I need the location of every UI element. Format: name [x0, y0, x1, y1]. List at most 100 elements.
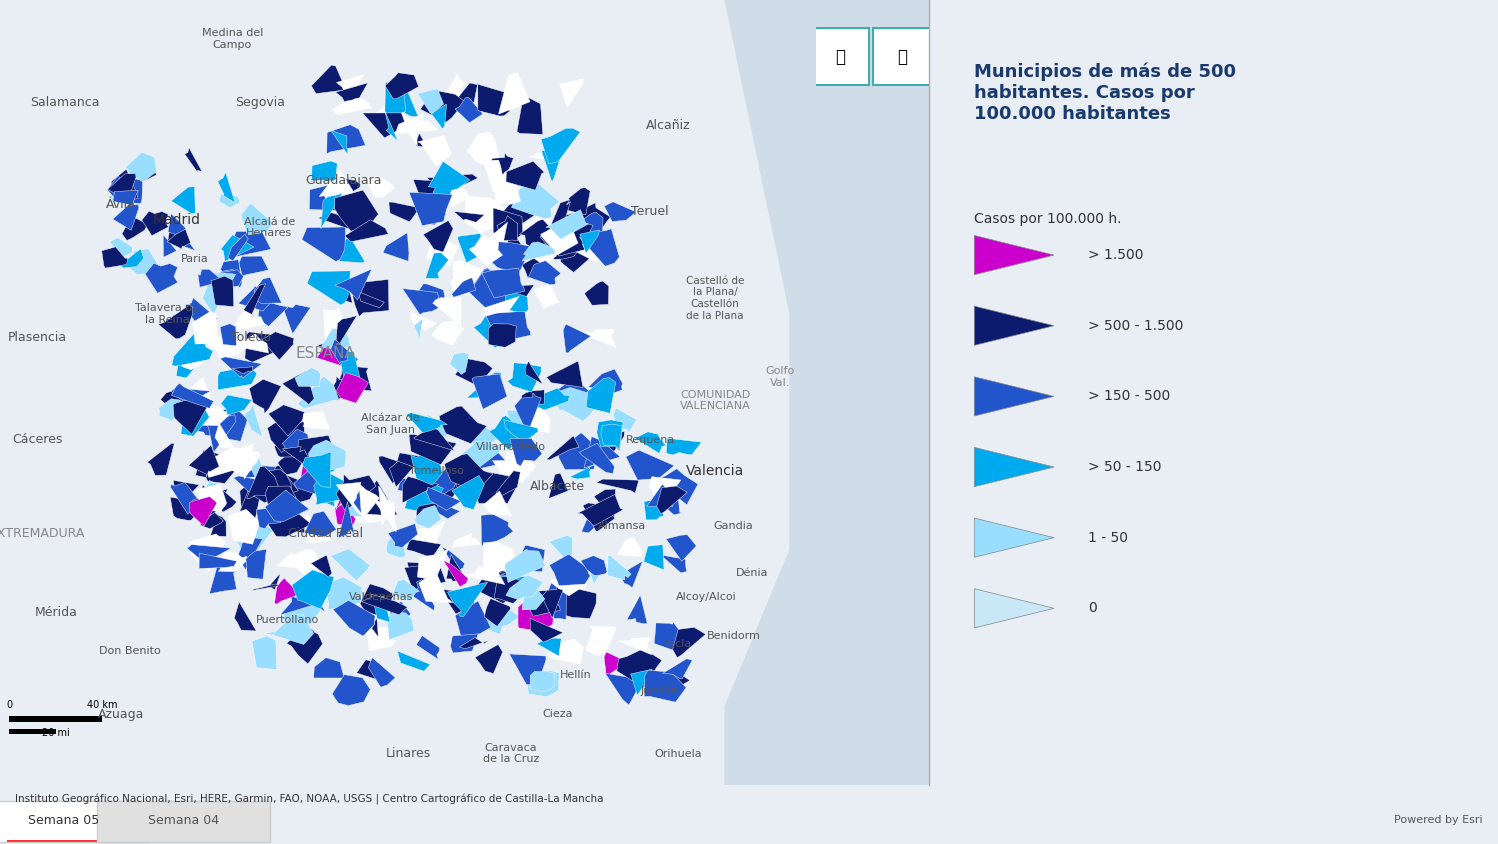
Polygon shape	[383, 233, 409, 262]
Polygon shape	[520, 390, 544, 404]
Polygon shape	[392, 579, 419, 601]
Polygon shape	[201, 480, 226, 504]
Polygon shape	[198, 269, 223, 287]
Polygon shape	[470, 475, 499, 501]
Polygon shape	[449, 81, 478, 112]
Polygon shape	[235, 445, 253, 471]
Polygon shape	[312, 161, 337, 181]
Text: Puertollano: Puertollano	[256, 615, 319, 625]
Text: Powered by Esri: Powered by Esri	[1395, 815, 1483, 825]
Text: Caravaca
de la Cruz: Caravaca de la Cruz	[482, 743, 539, 765]
Polygon shape	[485, 311, 530, 343]
Text: Alcoy/Alcoi: Alcoy/Alcoi	[676, 592, 736, 602]
Text: COMUNIDAD
VALENCIANA: COMUNIDAD VALENCIANA	[680, 390, 750, 411]
Polygon shape	[337, 74, 364, 90]
Text: > 1.500: > 1.500	[1088, 248, 1143, 262]
Polygon shape	[279, 474, 316, 502]
Polygon shape	[241, 203, 273, 235]
Polygon shape	[541, 221, 578, 255]
Polygon shape	[506, 410, 538, 437]
Polygon shape	[366, 598, 392, 621]
Polygon shape	[499, 73, 530, 114]
Polygon shape	[177, 351, 199, 378]
Polygon shape	[604, 652, 628, 676]
Polygon shape	[502, 198, 536, 231]
Polygon shape	[234, 476, 277, 498]
Polygon shape	[240, 483, 258, 508]
Text: Linares: Linares	[386, 747, 431, 760]
Polygon shape	[238, 286, 271, 311]
Polygon shape	[580, 443, 614, 473]
Polygon shape	[301, 446, 342, 478]
Polygon shape	[220, 235, 255, 262]
Polygon shape	[644, 670, 686, 702]
Polygon shape	[581, 555, 607, 576]
Polygon shape	[974, 518, 1055, 557]
Polygon shape	[268, 405, 304, 436]
Polygon shape	[208, 270, 244, 291]
Polygon shape	[445, 454, 493, 492]
Polygon shape	[298, 376, 339, 408]
Polygon shape	[321, 328, 351, 350]
Polygon shape	[339, 501, 355, 538]
Polygon shape	[397, 453, 431, 473]
Polygon shape	[336, 83, 369, 101]
FancyBboxPatch shape	[810, 29, 869, 85]
Polygon shape	[443, 560, 469, 587]
Polygon shape	[584, 281, 608, 306]
Polygon shape	[336, 277, 352, 303]
Polygon shape	[431, 320, 464, 345]
Polygon shape	[286, 549, 321, 579]
Polygon shape	[427, 174, 478, 195]
Polygon shape	[360, 584, 394, 617]
Polygon shape	[494, 284, 535, 307]
Polygon shape	[358, 291, 385, 308]
Polygon shape	[403, 289, 439, 315]
Polygon shape	[580, 229, 619, 267]
Polygon shape	[298, 436, 340, 463]
Polygon shape	[563, 589, 596, 619]
Polygon shape	[415, 89, 443, 113]
Polygon shape	[656, 486, 688, 514]
Polygon shape	[545, 210, 589, 240]
Polygon shape	[241, 476, 270, 485]
Polygon shape	[333, 600, 374, 636]
Polygon shape	[334, 190, 379, 231]
Polygon shape	[277, 553, 310, 570]
Polygon shape	[530, 619, 563, 642]
Polygon shape	[449, 353, 469, 375]
Polygon shape	[526, 603, 554, 627]
Polygon shape	[476, 222, 508, 256]
Polygon shape	[484, 491, 512, 516]
Polygon shape	[196, 413, 229, 436]
Polygon shape	[336, 474, 376, 511]
Text: Villarrobledo: Villarrobledo	[476, 442, 545, 452]
Polygon shape	[484, 279, 524, 305]
Polygon shape	[126, 152, 156, 181]
Polygon shape	[234, 602, 256, 631]
Polygon shape	[974, 376, 1055, 416]
Polygon shape	[415, 499, 440, 528]
Polygon shape	[252, 584, 280, 591]
Polygon shape	[307, 271, 351, 305]
Polygon shape	[374, 597, 389, 622]
Polygon shape	[404, 484, 443, 516]
Polygon shape	[538, 224, 559, 248]
Polygon shape	[352, 279, 389, 316]
Polygon shape	[331, 130, 348, 154]
Polygon shape	[409, 435, 457, 465]
Polygon shape	[168, 226, 190, 251]
Polygon shape	[237, 538, 262, 570]
Polygon shape	[220, 260, 243, 288]
Polygon shape	[180, 377, 211, 411]
Text: Paria: Paria	[181, 254, 208, 264]
Polygon shape	[171, 383, 214, 408]
Text: Gandia: Gandia	[715, 521, 753, 531]
Polygon shape	[571, 241, 601, 262]
Polygon shape	[181, 344, 204, 370]
Polygon shape	[277, 448, 306, 474]
Polygon shape	[410, 580, 434, 610]
Text: Casos por 100.000 h.: Casos por 100.000 h.	[974, 212, 1122, 226]
Polygon shape	[529, 261, 560, 284]
Polygon shape	[433, 297, 461, 326]
